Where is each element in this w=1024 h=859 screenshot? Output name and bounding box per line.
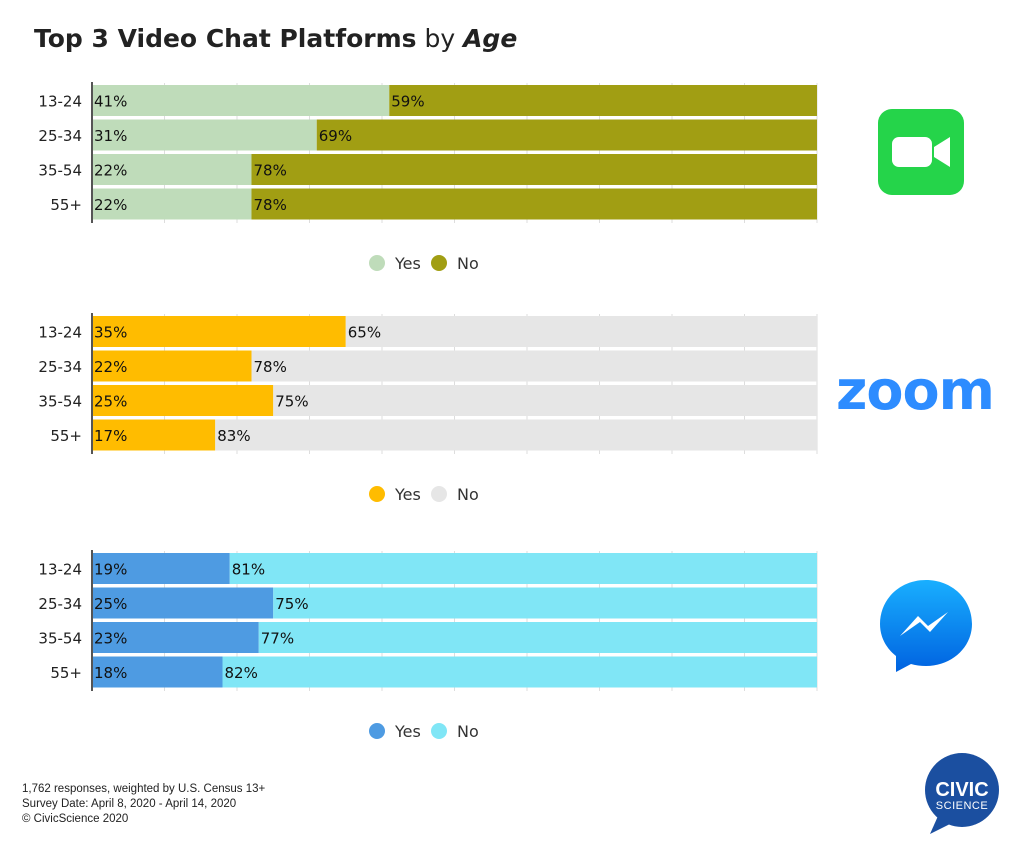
zoom-data-label-yes-25-34: 22%	[94, 358, 127, 376]
facetime-data-label-yes-35-54: 22%	[94, 162, 127, 180]
zoom-legend-label-yes: Yes	[394, 485, 421, 504]
civic-word: CIVIC	[935, 779, 989, 801]
facetime-bar-yes-13-24	[92, 85, 390, 116]
messenger-bar-no-35-54	[258, 622, 817, 653]
messenger-category-label: 25-34	[38, 595, 82, 613]
facetime-category-label: 25-34	[38, 127, 82, 145]
civicscience-logo	[925, 753, 999, 834]
zoom-category-label: 55+	[50, 427, 82, 445]
messenger-bar-no-55+	[222, 656, 817, 688]
messenger-data-label-yes-35-54: 23%	[94, 630, 127, 648]
footer-copyright: © CivicScience 2020	[22, 813, 129, 825]
zoom-data-label-no-35-54: 75%	[275, 393, 308, 411]
title-by: by	[416, 24, 464, 53]
zoom-category-label: 25-34	[38, 358, 82, 376]
facetime-legend-label-yes: Yes	[394, 254, 421, 273]
messenger-data-label-no-25-34: 75%	[275, 595, 308, 613]
messenger-category-label: 55+	[50, 664, 82, 682]
facetime-legend-marker-no	[431, 255, 447, 271]
zoom-bar-yes-13-24	[92, 316, 346, 347]
messenger-data-label-yes-55+: 18%	[94, 664, 127, 682]
zoom-legend-label-no: No	[457, 485, 479, 504]
zoom-logo: zoom	[836, 359, 995, 422]
facetime-icon	[878, 109, 964, 195]
zoom-legend-marker-no	[431, 486, 447, 502]
charts-canvas: 41% 59% 13-24 31% 69% 25-34 22% 78% 35-54 22% 78% 5…	[38, 82, 818, 741]
messenger-data-label-no-55+: 82%	[225, 664, 258, 682]
messenger-legend-label-yes: Yes	[394, 722, 421, 741]
civicscience-logo-text: CIVIC SCIENCE	[926, 780, 998, 812]
facetime-data-label-no-25-34: 69%	[319, 127, 352, 145]
messenger-legend-label-no: No	[457, 722, 479, 741]
facetime-data-label-yes-25-34: 31%	[94, 127, 127, 145]
facetime-data-label-no-13-24: 59%	[391, 93, 424, 111]
zoom-data-label-no-25-34: 78%	[254, 358, 287, 376]
zoom-data-label-yes-35-54: 25%	[94, 393, 127, 411]
zoom-data-label-no-13-24: 65%	[348, 324, 381, 342]
zoom-data-label-yes-13-24: 35%	[94, 324, 127, 342]
messenger-bar-yes-35-54	[92, 622, 259, 653]
zoom-bar-yes-35-54	[92, 385, 274, 416]
facetime-legend-marker-yes	[369, 255, 385, 271]
title-age: Age	[463, 24, 518, 53]
facetime-bar-yes-55+	[92, 188, 252, 220]
messenger-bar-no-25-34	[273, 587, 817, 619]
messenger-legend-marker-no	[431, 723, 447, 739]
zoom-bar-no-13-24	[345, 316, 817, 347]
messenger-category-label: 35-54	[38, 630, 82, 648]
footer-notes: 1,762 responses, weighted by U.S. Census…	[22, 782, 265, 827]
zoom-legend-marker-yes	[369, 486, 385, 502]
messenger-category-label: 13-24	[38, 561, 82, 579]
facetime-data-label-no-55+: 78%	[254, 196, 287, 214]
facetime-bar-yes-35-54	[92, 154, 252, 185]
zoom-category-label: 35-54	[38, 393, 82, 411]
zoom-bar-no-25-34	[251, 350, 817, 382]
zoom-bar-no-35-54	[273, 385, 817, 416]
messenger-bar-yes-25-34	[92, 587, 274, 619]
title-main: Top 3 Video Chat Platforms	[34, 24, 417, 53]
messenger-data-label-yes-13-24: 19%	[94, 561, 127, 579]
facetime-data-label-yes-55+: 22%	[94, 196, 127, 214]
facetime-category-label: 55+	[50, 196, 82, 214]
chart-title: Top 3 Video Chat Platforms by Age	[34, 24, 517, 53]
messenger-legend-marker-yes	[369, 723, 385, 739]
footer-responses: 1,762 responses, weighted by U.S. Census…	[22, 783, 266, 795]
messenger-bar-yes-13-24	[92, 553, 230, 584]
messenger-bar-no-13-24	[229, 553, 817, 584]
messenger-icon	[880, 580, 972, 672]
zoom-data-label-yes-55+: 17%	[94, 427, 127, 445]
zoom-data-label-no-55+: 83%	[217, 427, 250, 445]
zoom-category-label: 13-24	[38, 324, 82, 342]
facetime-category-label: 13-24	[38, 93, 82, 111]
facetime-data-label-yes-13-24: 41%	[94, 93, 127, 111]
facetime-bar-no-25-34	[316, 119, 817, 151]
footer-survey-date: Survey Date: April 8, 2020 - April 14, 2…	[22, 798, 237, 810]
facetime-bar-no-35-54	[251, 154, 817, 185]
facetime-category-label: 35-54	[38, 162, 82, 180]
science-word: SCIENCE	[935, 800, 989, 812]
facetime-bar-no-13-24	[389, 85, 817, 116]
zoom-bar-yes-25-34	[92, 350, 252, 382]
zoom-bar-yes-55+	[92, 419, 216, 451]
messenger-data-label-no-35-54: 77%	[261, 630, 294, 648]
facetime-bar-yes-25-34	[92, 119, 317, 151]
facetime-data-label-no-35-54: 78%	[254, 162, 287, 180]
zoom-bar-no-55+	[215, 419, 817, 451]
messenger-data-label-no-13-24: 81%	[232, 561, 265, 579]
messenger-bar-yes-55+	[92, 656, 223, 688]
facetime-legend-label-no: No	[457, 254, 479, 273]
messenger-data-label-yes-25-34: 25%	[94, 595, 127, 613]
facetime-bar-no-55+	[251, 188, 817, 220]
